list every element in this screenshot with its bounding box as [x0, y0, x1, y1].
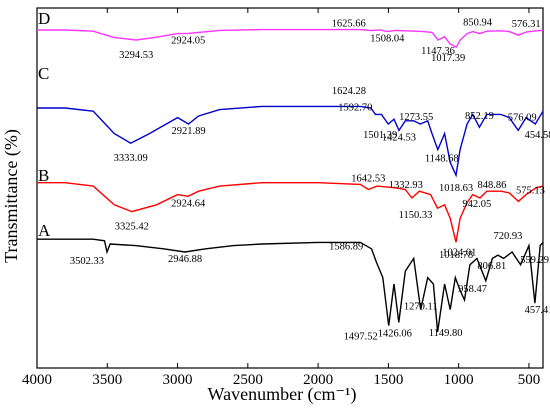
- peak-label-A-1270.11: 1270.11: [404, 302, 438, 313]
- x-tick-label-2000: 2000: [303, 372, 333, 388]
- peak-label-C-1148.68: 1148.68: [425, 154, 459, 165]
- peak-label-B-942.05: 942.05: [462, 199, 491, 210]
- x-tick-label-1000: 1000: [444, 372, 474, 388]
- series-line-C: [37, 105, 544, 178]
- peak-label-D-1147.36: 1147.36: [421, 46, 455, 57]
- peak-label-C-1592.70: 1592.70: [338, 102, 372, 113]
- peak-label-D-3294.53: 3294.53: [119, 50, 153, 61]
- peak-label-C-454.58: 454.58: [525, 130, 550, 141]
- x-tick-label-500: 500: [518, 372, 541, 388]
- x-tick-label-2500: 2500: [233, 372, 263, 388]
- peak-label-B-1018.78: 1018.78: [439, 250, 473, 261]
- peak-label-A-559.29: 559.29: [520, 255, 549, 266]
- peak-label-A-3502.33: 3502.33: [70, 256, 104, 267]
- series-letter-C: C: [38, 64, 49, 83]
- x-axis-title: Wavenumber (cm⁻¹): [208, 384, 357, 405]
- tick-layer: 4000 3500 3000 2500 2000 1500 1000 500: [22, 8, 540, 388]
- peak-label-C-576.09: 576.09: [508, 112, 537, 123]
- peak-label-A-1497.52: 1497.52: [344, 332, 378, 343]
- peak-label-C-1624.28: 1624.28: [332, 86, 366, 97]
- peak-label-A-1149.80: 1149.80: [429, 328, 463, 339]
- peak-label-B-1150.33: 1150.33: [399, 210, 433, 221]
- peak-label-layer: 3294.53 2924.05 1625.66 1508.04 1147.361017.…: [70, 18, 550, 343]
- peak-label-A-2946.88: 2946.88: [168, 254, 202, 265]
- series-line-B: [37, 182, 544, 243]
- peak-label-B-1642.53: 1642.53: [351, 174, 385, 185]
- peak-label-D-1508.04: 1508.04: [370, 34, 405, 45]
- series-line-A: [37, 238, 544, 333]
- peak-label-D-576.31: 576.31: [512, 19, 541, 30]
- peak-label-D-850.94: 850.94: [463, 18, 493, 29]
- peak-label-D-2924.05: 2924.05: [171, 35, 205, 46]
- peak-label-A-1024.01: 1024.01: [442, 248, 476, 259]
- peak-label-A-1426.06: 1426.06: [378, 328, 412, 339]
- peak-label-B-848.86: 848.86: [477, 180, 506, 191]
- peak-label-C-2921.89: 2921.89: [171, 126, 205, 137]
- series-letter-A: A: [38, 221, 51, 240]
- series-letter-B: B: [38, 166, 49, 185]
- peak-label-C-1501.39: 1501.39: [363, 130, 397, 141]
- peak-label-A-958.47: 958.47: [458, 284, 487, 295]
- series-layer: [37, 28, 544, 333]
- series-letter-layer: D C B A: [38, 9, 51, 240]
- x-tick-label-1500: 1500: [373, 372, 403, 388]
- peak-label-A-806.81: 806.81: [477, 261, 506, 272]
- peak-label-D-1017.39: 1017.39: [431, 53, 465, 64]
- peak-label-D-1625.66: 1625.66: [332, 19, 366, 30]
- peak-label-C-3333.09: 3333.09: [114, 153, 148, 164]
- peak-label-C-1273.55: 1273.55: [399, 112, 433, 123]
- series-line-D: [37, 28, 544, 49]
- y-axis-title: Transmittance (%): [1, 129, 22, 263]
- peak-label-B-575.13: 575.13: [516, 185, 545, 196]
- x-tick-label-3500: 3500: [92, 372, 122, 388]
- peak-label-A-1586.89: 1586.89: [329, 242, 363, 253]
- peak-label-C-1424.53: 1424.53: [382, 132, 416, 143]
- peak-label-C-852.19: 852.19: [465, 111, 494, 122]
- series-letter-D: D: [38, 9, 50, 28]
- x-tick-label-3000: 3000: [163, 372, 193, 388]
- peak-label-B-3325.42: 3325.42: [115, 222, 149, 233]
- x-tick-label-4000: 4000: [22, 372, 52, 388]
- peak-label-C-1018.63: 1018.63: [439, 183, 473, 194]
- peak-label-A-457.41: 457.41: [525, 305, 550, 316]
- peak-label-A-720.93: 720.93: [493, 231, 522, 242]
- plot-frame: [36, 7, 544, 369]
- peak-label-B-2924.64: 2924.64: [171, 198, 206, 209]
- peak-label-B-1332.93: 1332.93: [389, 180, 423, 191]
